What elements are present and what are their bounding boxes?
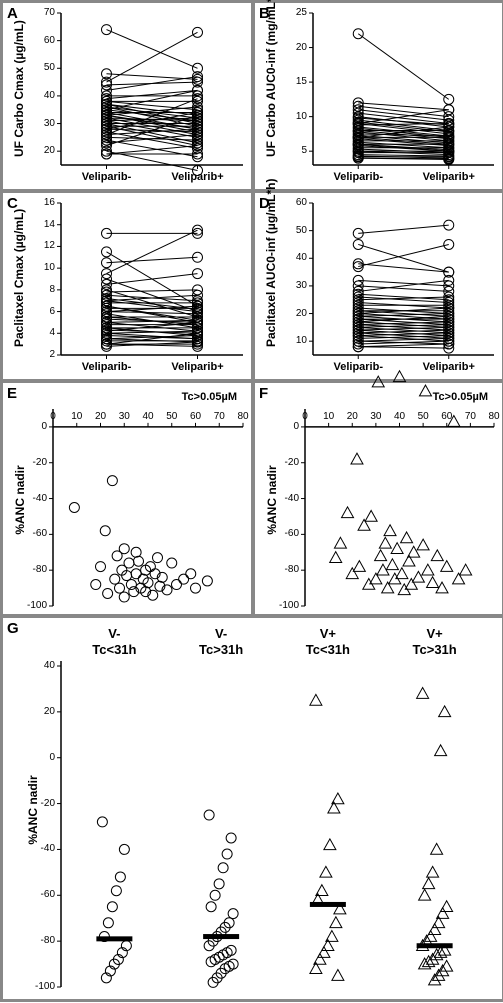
xtick: 50: [418, 411, 429, 422]
ytick: 16: [3, 197, 55, 208]
xtick: 10: [323, 411, 334, 422]
xcat-label: Veliparib+: [171, 171, 223, 183]
panel-A: A203040506070Veliparib-Veliparib+UF Carb…: [1, 1, 253, 191]
y-axis-label: Paclitaxel AUC0-inf (µg/mL*h): [264, 227, 278, 347]
ytick: 4: [3, 327, 55, 338]
xcat-label: Veliparib-: [82, 361, 132, 373]
xtick: 60: [441, 411, 452, 422]
xtick: 30: [119, 411, 130, 422]
y-axis-label: %ANC nadir: [13, 445, 27, 555]
ytick: -60: [3, 889, 55, 900]
xtick: 80: [237, 411, 248, 422]
xcat-label: Veliparib-: [333, 171, 383, 183]
ytick: 50: [255, 225, 307, 236]
xtick: 40: [394, 411, 405, 422]
ytick: 20: [255, 308, 307, 319]
ytick: 0: [3, 421, 47, 432]
ytick: -80: [255, 564, 299, 575]
xtick: 40: [142, 411, 153, 422]
chart-svg: [255, 3, 503, 193]
ytick: 60: [3, 35, 55, 46]
ytick: -100: [255, 600, 299, 611]
xtick: 60: [190, 411, 201, 422]
y-axis-label: UF Carbo AUC0-inf (mg/mL*min): [264, 37, 278, 157]
ytick: 10: [3, 262, 55, 273]
ytick: 70: [3, 7, 55, 18]
chart-svg: [3, 618, 503, 1003]
ytick: 40: [255, 252, 307, 263]
y-axis-label: Paclitaxel Cmax (µg/mL): [12, 227, 26, 347]
xcat-label: Veliparib+: [423, 361, 475, 373]
ytick: -100: [3, 981, 55, 992]
xtick: 0: [302, 411, 308, 422]
ytick: 20: [3, 145, 55, 156]
figure: { "layout":{ "fig_w":503,"fig_h":1000, "…: [0, 0, 503, 1002]
ytick: 25: [255, 7, 307, 18]
ytick: 20: [3, 706, 55, 717]
xtick: 70: [214, 411, 225, 422]
xcat-label: Veliparib+: [171, 361, 223, 373]
y-axis-label: %ANC nadir: [26, 750, 40, 870]
ytick: 40: [3, 90, 55, 101]
xtick: 10: [71, 411, 82, 422]
xtick: 20: [347, 411, 358, 422]
group-label-1: V+: [426, 626, 442, 641]
panel-B: B510152025Veliparib-Veliparib+UF Carbo A…: [253, 1, 503, 191]
panel-C: C246810121416Veliparib-Veliparib+Paclita…: [1, 191, 253, 381]
ytick: 8: [3, 284, 55, 295]
panel-G: G-100-80-60-40-2002040%ANC nadirV-Tc<31h…: [1, 616, 503, 1001]
y-axis-label: UF Carbo Cmax (µg/mL): [12, 37, 26, 157]
group-label-2: Tc>31h: [413, 642, 457, 657]
group-label-2: Tc>31h: [199, 642, 243, 657]
ytick: 0: [255, 421, 299, 432]
ytick: 5: [255, 145, 307, 156]
ytick: 30: [3, 118, 55, 129]
ytick: 14: [3, 219, 55, 230]
group-label-1: V-: [108, 626, 120, 641]
xcat-label: Veliparib-: [82, 171, 132, 183]
group-label-1: V+: [320, 626, 336, 641]
xtick: 20: [95, 411, 106, 422]
ytick: 40: [3, 660, 55, 671]
xtick: 30: [370, 411, 381, 422]
xtick: 70: [465, 411, 476, 422]
xtick: 0: [50, 411, 56, 422]
xtick: 50: [166, 411, 177, 422]
ytick: 60: [255, 197, 307, 208]
ytick: 12: [3, 240, 55, 251]
group-label-2: Tc<31h: [306, 642, 350, 657]
ytick: 6: [3, 306, 55, 317]
panel-E: E-100-80-60-40-20001020304050607080%ANC …: [1, 381, 253, 616]
ytick: 50: [3, 62, 55, 73]
ytick: 15: [255, 76, 307, 87]
xcat-label: Veliparib+: [423, 171, 475, 183]
ytick: 20: [255, 42, 307, 53]
panel-D: D102030405060Veliparib-Veliparib+Paclita…: [253, 191, 503, 381]
panel-F: F-100-80-60-40-20001020304050607080%ANC …: [253, 381, 503, 616]
group-label-2: Tc<31h: [92, 642, 136, 657]
group-label-1: V-: [215, 626, 227, 641]
y-axis-label: %ANC nadir: [265, 445, 279, 555]
x-axis-label: Tc>0.05µM: [433, 391, 488, 403]
ytick: 30: [255, 280, 307, 291]
ytick: -80: [3, 935, 55, 946]
x-axis-label: Tc>0.05µM: [182, 391, 237, 403]
ytick: -80: [3, 564, 47, 575]
ytick: 10: [255, 335, 307, 346]
ytick: -100: [3, 600, 47, 611]
ytick: 10: [255, 111, 307, 122]
xcat-label: Veliparib-: [333, 361, 383, 373]
xtick: 80: [488, 411, 499, 422]
ytick: 2: [3, 349, 55, 360]
